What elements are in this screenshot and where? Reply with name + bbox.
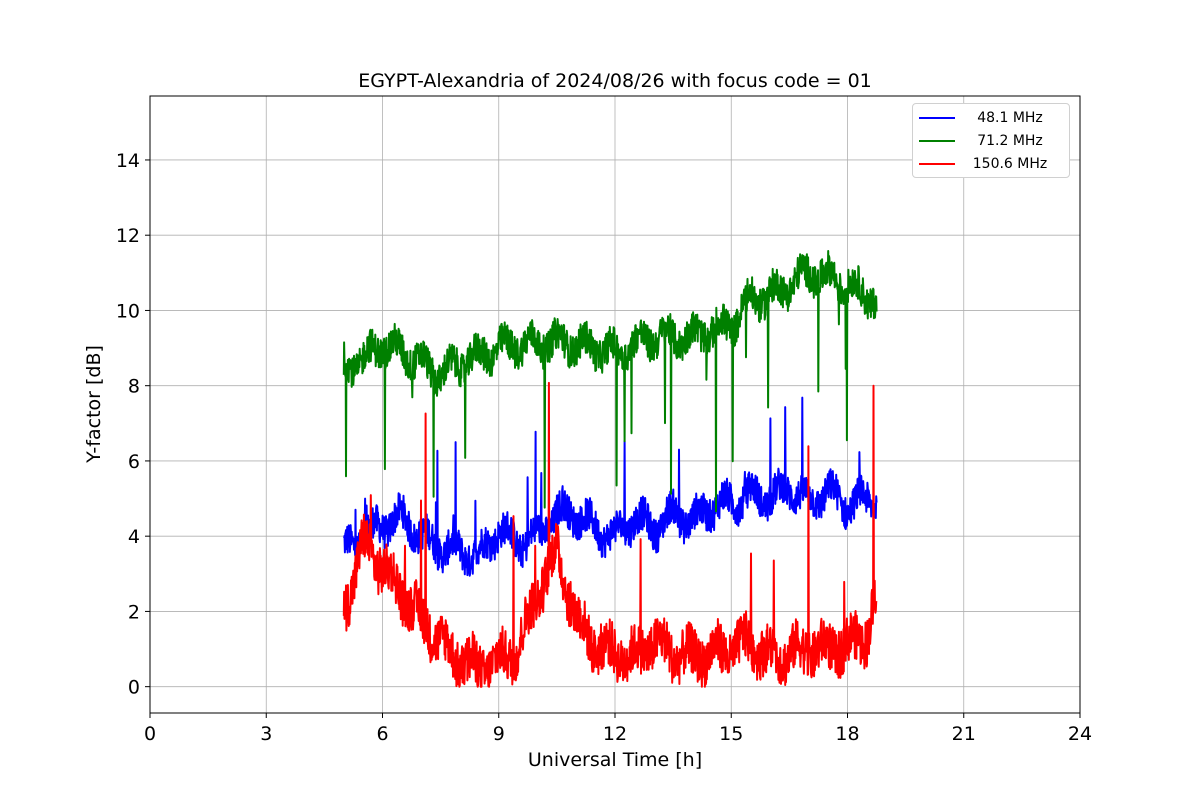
y-tick-label: 10	[116, 300, 140, 322]
x-tick-label: 18	[835, 723, 859, 745]
y-tick-label: 4	[128, 526, 140, 548]
legend-item-150-mhz: 150.6 MHz	[919, 154, 1055, 174]
x-tick-label: 3	[260, 723, 272, 745]
series-line	[342, 381, 878, 688]
x-tick-label: 15	[719, 723, 743, 745]
x-tick-label: 24	[1068, 723, 1092, 745]
series-line	[343, 396, 878, 577]
series-line	[342, 250, 878, 513]
legend-item-71-mhz: 71.2 MHz	[919, 131, 1055, 151]
y-axis-label: Y-factor [dB]	[83, 345, 105, 464]
x-axis-label: Universal Time [h]	[528, 749, 702, 771]
y-tick-label: 0	[128, 677, 140, 699]
y-tick-label: 2	[128, 601, 140, 623]
legend-label: 48.1 MHz	[977, 110, 1043, 126]
legend-item-48-mhz: 48.1 MHz	[919, 108, 1055, 128]
legend-swatch	[919, 163, 955, 165]
chart-title: EGYPT-Alexandria of 2024/08/26 with focu…	[358, 70, 872, 92]
y-tick-label: 6	[128, 451, 140, 473]
legend-swatch	[919, 117, 955, 119]
legend-label: 71.2 MHz	[977, 133, 1043, 149]
legend-swatch	[919, 140, 955, 142]
x-tick-label: 12	[603, 723, 627, 745]
y-tick-label: 8	[128, 376, 140, 398]
x-tick-label: 9	[493, 723, 505, 745]
x-tick-label: 0	[144, 723, 156, 745]
legend: 48.1 MHz 71.2 MHz 150.6 MHz	[912, 103, 1070, 178]
series-layer	[342, 250, 878, 688]
y-tick-label: 12	[116, 225, 140, 247]
y-tick-label: 14	[116, 150, 140, 172]
x-tick-label: 21	[952, 723, 976, 745]
legend-label: 150.6 MHz	[972, 156, 1048, 172]
x-tick-label: 6	[376, 723, 388, 745]
